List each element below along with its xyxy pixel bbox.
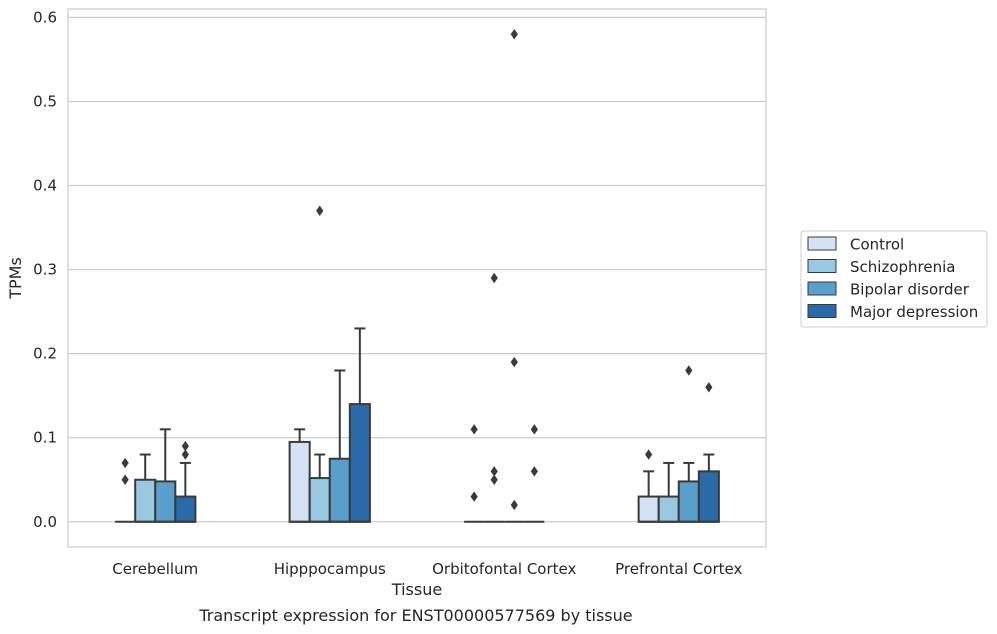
box-rect [328, 457, 351, 523]
x-tick-label: Cerebellum [112, 560, 198, 578]
box-rect [288, 440, 311, 523]
outlier-marker [470, 424, 478, 435]
box [677, 365, 700, 523]
x-tick-labels: Cerebellum Hipppocampus Orbitofontal Corte… [112, 560, 742, 578]
outlier-marker [530, 466, 538, 477]
box [464, 424, 485, 523]
x-axis-label: Tissue [391, 580, 442, 599]
chart-caption: Transcript expression for ENST0000057756… [199, 606, 633, 625]
box [657, 461, 680, 523]
box-rect [348, 403, 371, 523]
legend-swatch [807, 281, 837, 296]
outlier-marker [510, 29, 518, 40]
legend-label: Control [850, 236, 904, 254]
outlier-marker [181, 449, 189, 460]
box-rect [657, 495, 680, 523]
box [154, 428, 177, 523]
box [348, 327, 371, 523]
outlier-marker [530, 424, 538, 435]
box [134, 453, 157, 523]
box [115, 457, 136, 523]
y-tick-label: 0.0 [33, 513, 57, 531]
outlier-marker [121, 474, 129, 485]
y-tick-label: 0.4 [33, 177, 57, 195]
box [697, 382, 720, 523]
y-tick-label: 0.2 [33, 345, 57, 363]
legend-label: Bipolar disorder [850, 281, 970, 299]
outlier-marker [121, 457, 129, 469]
legend-frame [800, 230, 988, 328]
outlier-marker [685, 365, 693, 376]
y-axis-label: TPMs [6, 257, 25, 300]
series-major-depression [174, 327, 720, 523]
plot-area [67, 8, 767, 548]
y-tick-label: 0.6 [33, 8, 57, 26]
outlier-marker [510, 499, 518, 511]
y-tick-labels: 0.0 0.1 0.2 0.3 0.4 0.5 0.6 [33, 8, 57, 530]
grid-lines [68, 16, 766, 523]
x-tick-label: Hipppocampus [274, 560, 386, 578]
outlier-marker [470, 491, 478, 502]
outlier-marker [705, 382, 713, 393]
box [637, 449, 660, 523]
y-tick-label: 0.3 [33, 261, 57, 279]
outlier-marker [490, 272, 498, 284]
x-tick-label: Orbitofontal Cortex [432, 560, 576, 578]
series-control [115, 424, 660, 523]
box-rect [677, 480, 700, 523]
outlier-marker [510, 356, 518, 368]
box [288, 428, 311, 523]
legend-label: Schizophrenia [850, 258, 955, 276]
box [524, 424, 545, 523]
legend-swatch [807, 259, 837, 273]
outlier-marker [316, 205, 324, 216]
legend-swatch [807, 236, 837, 251]
box-rect [134, 478, 157, 523]
y-tick-label: 0.1 [33, 429, 57, 447]
x-tick-label: Prefrontal Cortex [615, 560, 742, 578]
outlier-marker [490, 474, 498, 485]
box [504, 29, 525, 523]
outlier-marker [490, 466, 498, 477]
legend-swatch [807, 304, 837, 318]
series-bipolar-disorder [154, 29, 700, 523]
box-rect [637, 495, 660, 523]
outlier-marker [645, 449, 653, 460]
box [328, 369, 351, 523]
box-rect [174, 495, 197, 523]
box [484, 272, 505, 523]
box-rect [154, 480, 177, 523]
box [174, 440, 197, 523]
outlier-marker [181, 440, 189, 452]
box-rect [308, 477, 331, 523]
box-series [115, 29, 720, 523]
legend: Control Schizophrenia Bipolar disorder Majo… [800, 230, 988, 328]
y-tick-label: 0.5 [33, 92, 57, 110]
box-rect [697, 470, 720, 523]
legend-label: Major depression [850, 303, 978, 321]
